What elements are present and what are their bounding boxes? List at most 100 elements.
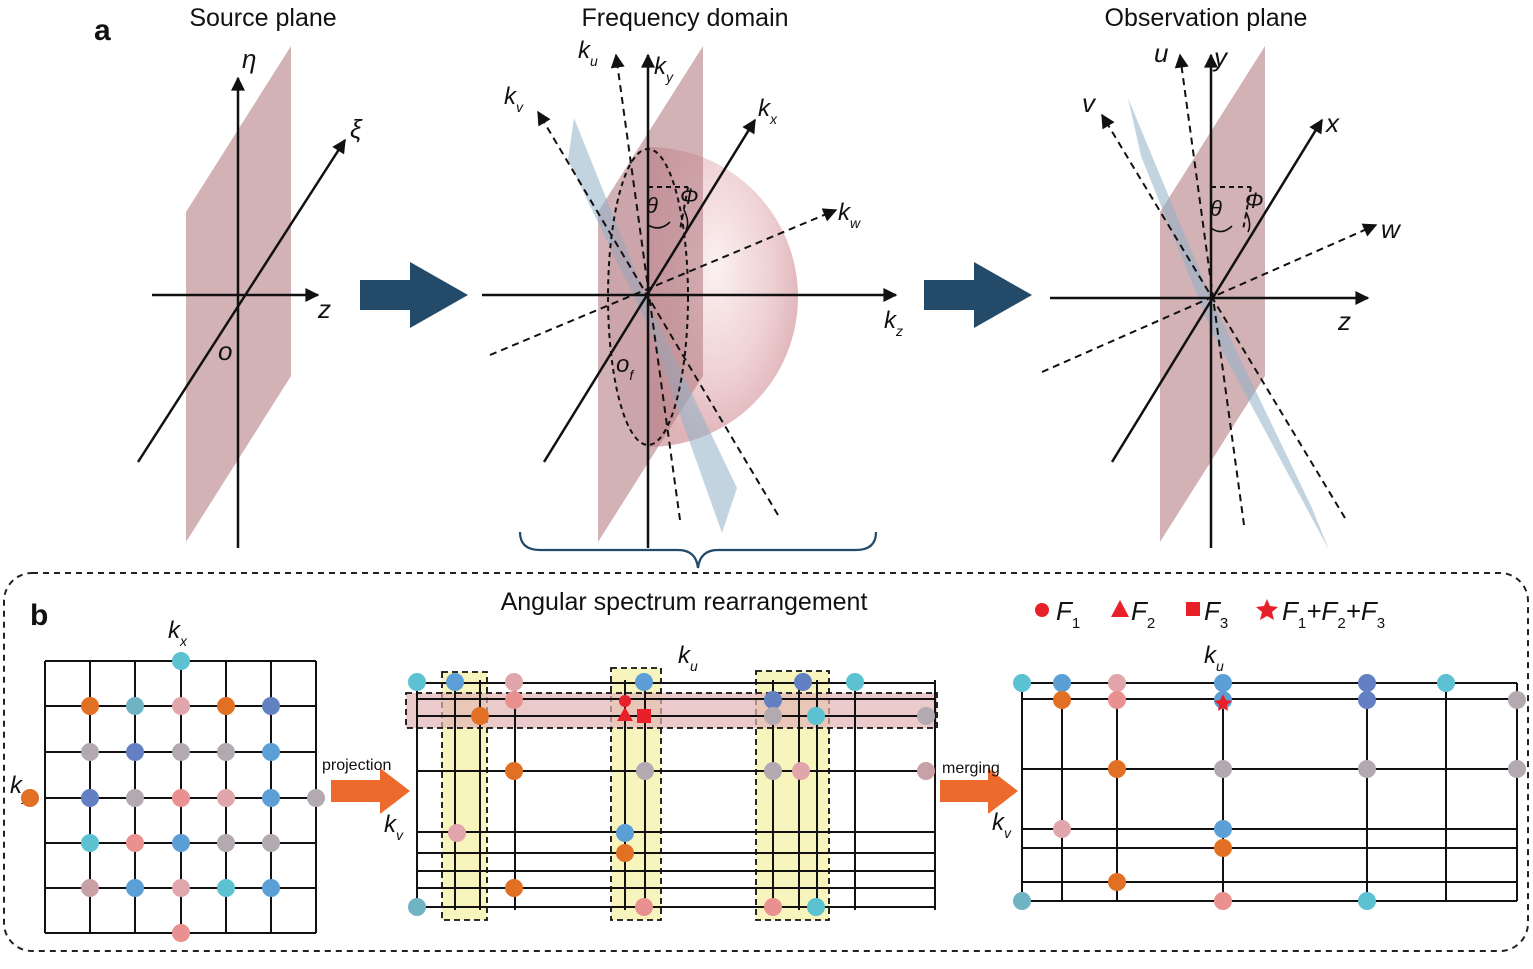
grid-dot bbox=[846, 673, 864, 691]
transform-arrow-1 bbox=[360, 262, 468, 328]
grid-dot bbox=[408, 673, 426, 691]
grid-dot bbox=[217, 834, 235, 852]
source-plane-diagram: Source plane η ξ z o bbox=[138, 4, 363, 548]
grid-dot bbox=[81, 789, 99, 807]
grid-dot bbox=[126, 697, 144, 715]
grid-dot bbox=[1214, 760, 1232, 778]
grid-dot bbox=[764, 898, 782, 916]
grid-dot bbox=[505, 673, 523, 691]
grouping-brace bbox=[520, 532, 876, 568]
obs-phi-label: Φ bbox=[1245, 188, 1263, 213]
grid-kx-label: kx bbox=[168, 617, 188, 649]
grid-dot bbox=[172, 652, 190, 670]
grid-dot bbox=[1108, 674, 1126, 692]
w-label: w bbox=[1381, 214, 1402, 244]
frequency-domain-diagram: Frequency domain ku ky kv kx kw kz of θ … bbox=[482, 4, 903, 568]
grid-dot bbox=[917, 762, 935, 780]
grid-dot bbox=[1508, 691, 1526, 709]
grid-dot bbox=[1437, 674, 1455, 692]
source-plane-title: Source plane bbox=[189, 4, 336, 32]
grid-dot bbox=[126, 743, 144, 761]
panel-b-title: Angular spectrum rearrangement bbox=[501, 588, 868, 616]
grid-dot bbox=[262, 697, 280, 715]
legend-f3: F3 bbox=[1204, 596, 1228, 632]
ku-kv-projection-grid: ku kv bbox=[384, 642, 937, 920]
kw-label: kw bbox=[838, 199, 861, 231]
merging-label: merging bbox=[942, 760, 1000, 777]
grid-dot bbox=[217, 789, 235, 807]
grid-dot bbox=[126, 834, 144, 852]
grid-dot bbox=[262, 879, 280, 897]
grid-dot bbox=[505, 879, 523, 897]
grid-dot bbox=[1358, 892, 1376, 910]
grid-dot bbox=[1358, 760, 1376, 778]
kx-ky-grid: kx ky bbox=[10, 617, 325, 942]
grid-dot bbox=[616, 824, 634, 842]
panel-a-label: a bbox=[94, 14, 111, 47]
right-grid-dots bbox=[1013, 674, 1526, 910]
grid-dot bbox=[1214, 839, 1232, 857]
grid-dot bbox=[1053, 691, 1071, 709]
legend-square-marker bbox=[1186, 602, 1200, 616]
legend-circle-marker bbox=[1035, 603, 1049, 617]
u-label: u bbox=[1154, 38, 1168, 68]
grid-dot bbox=[172, 789, 190, 807]
legend-sum: F1+F2+F3 bbox=[1282, 596, 1385, 632]
right-kv-label: kv bbox=[992, 809, 1012, 841]
grid-dot bbox=[1508, 760, 1526, 778]
grid-dot bbox=[172, 924, 190, 942]
grid-dot bbox=[21, 789, 39, 807]
obs-z-label: z bbox=[1337, 306, 1351, 336]
kz-label: kz bbox=[884, 307, 903, 339]
grid-dot bbox=[1053, 674, 1071, 692]
grid-dot bbox=[408, 898, 426, 916]
grid-dot bbox=[1108, 760, 1126, 778]
grid-dot bbox=[262, 834, 280, 852]
grid-dot bbox=[217, 879, 235, 897]
grid-dot bbox=[126, 789, 144, 807]
grid-dot bbox=[448, 824, 466, 842]
grid-dot bbox=[807, 898, 825, 916]
phi-label: Φ bbox=[680, 184, 698, 209]
mid-kv-label: kv bbox=[384, 811, 404, 843]
grid-dot bbox=[262, 789, 280, 807]
grid-dot bbox=[505, 762, 523, 780]
projection-arrow bbox=[331, 768, 410, 814]
grid-dot bbox=[794, 673, 812, 691]
grid-dot bbox=[126, 879, 144, 897]
frequency-domain-title: Frequency domain bbox=[581, 4, 788, 32]
x-label: x bbox=[1324, 108, 1340, 138]
grid-dot bbox=[1013, 892, 1031, 910]
grid-dot bbox=[1053, 820, 1071, 838]
grid-dot bbox=[172, 879, 190, 897]
mid-ku-label: ku bbox=[678, 642, 698, 674]
kv-label: kv bbox=[504, 83, 524, 115]
grid-dot bbox=[1214, 820, 1232, 838]
ky-label: ky bbox=[654, 53, 674, 85]
legend-star-marker bbox=[1256, 599, 1278, 620]
grid-dot bbox=[635, 898, 653, 916]
grid-dot bbox=[764, 762, 782, 780]
grid-dot bbox=[792, 762, 810, 780]
legend-triangle-marker bbox=[1111, 600, 1129, 617]
grid-dot bbox=[172, 743, 190, 761]
grid-dot bbox=[172, 697, 190, 715]
obs-theta-label: θ bbox=[1210, 196, 1222, 221]
grid-dot bbox=[764, 691, 782, 709]
legend-f1: F1 bbox=[1056, 596, 1080, 632]
grid-dot bbox=[81, 879, 99, 897]
observation-plane-diagram: Observation plane u y v x w z θ Φ bbox=[1042, 4, 1402, 550]
grid-dot bbox=[917, 707, 935, 725]
panel-b-label: b bbox=[30, 599, 48, 632]
legend-f2: F2 bbox=[1131, 596, 1155, 632]
grid-dot bbox=[1358, 691, 1376, 709]
transform-arrow-2 bbox=[924, 262, 1032, 328]
grid-dot bbox=[81, 743, 99, 761]
legend: F1 F2 F3 F1+F2+F3 bbox=[1035, 596, 1385, 632]
kx-label: kx bbox=[758, 95, 778, 127]
origin-label: o bbox=[218, 336, 232, 366]
f3-marker bbox=[637, 709, 651, 723]
projection-label: projection bbox=[322, 757, 391, 774]
observation-plane-title: Observation plane bbox=[1105, 4, 1308, 32]
